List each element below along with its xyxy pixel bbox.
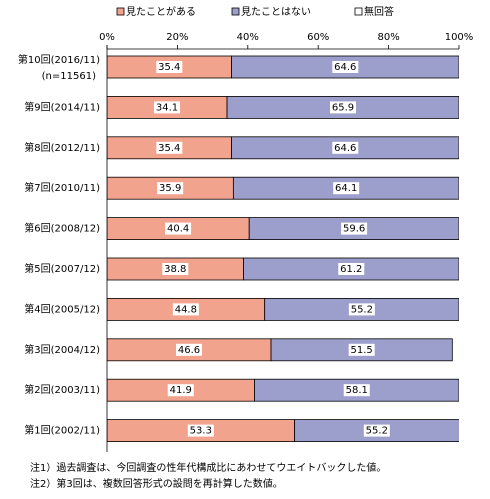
y-tick-label: 第3回(2004/12) xyxy=(24,343,100,356)
value-label: 65.9 xyxy=(332,102,354,113)
y-tick-label: 第7回(2010/11) xyxy=(24,181,100,194)
value-label-box xyxy=(187,424,214,437)
value-label: 55.2 xyxy=(351,304,373,315)
legend-swatch xyxy=(354,7,363,16)
value-label-box xyxy=(343,384,370,397)
legend-label: 見たことがある xyxy=(126,5,196,18)
value-label-box xyxy=(333,182,360,195)
bar-segment xyxy=(294,419,459,443)
value-label-box xyxy=(176,343,203,356)
value-label: 41.9 xyxy=(170,385,192,396)
legend-swatch xyxy=(116,7,125,16)
value-label-box xyxy=(165,222,192,235)
value-label-box xyxy=(330,101,357,114)
value-label-box xyxy=(332,141,359,154)
value-label-box xyxy=(332,61,359,73)
value-label-box xyxy=(162,263,189,275)
value-label: 46.6 xyxy=(178,345,200,356)
value-label: 59.6 xyxy=(343,224,365,235)
value-label: 55.2 xyxy=(366,426,388,437)
legend-swatch xyxy=(231,7,240,16)
x-tick-label: 100% xyxy=(445,32,474,43)
y-tick-note: (n=11561) xyxy=(42,71,96,82)
value-label-box xyxy=(172,303,199,316)
value-label: 35.4 xyxy=(158,62,180,73)
value-label-box xyxy=(157,182,184,195)
legend-label: 見たことはない xyxy=(241,6,311,18)
legend-label: 無回答 xyxy=(364,5,394,18)
value-label: 61.2 xyxy=(340,264,362,275)
y-tick-label: 第2回(2003/11) xyxy=(24,383,100,396)
x-tick-label: 0% xyxy=(99,32,115,43)
value-label-box xyxy=(338,263,365,275)
value-label: 35.9 xyxy=(159,183,181,194)
value-label: 38.8 xyxy=(164,264,186,275)
value-label: 40.4 xyxy=(167,224,189,235)
value-label-box xyxy=(348,303,375,316)
y-tick-label: 第1回(2002/11) xyxy=(24,424,100,437)
value-label: 53.3 xyxy=(190,426,212,437)
x-tick-label: 20% xyxy=(166,32,188,43)
x-tick-label: 60% xyxy=(307,32,329,43)
x-tick-label: 40% xyxy=(237,32,259,43)
value-label: 64.6 xyxy=(334,143,356,154)
value-label: 44.8 xyxy=(175,304,197,315)
value-label-box xyxy=(363,424,390,437)
plot-area xyxy=(107,55,459,443)
note: 注2）第3回は、複数回答形式の設問を再計算した数値。 xyxy=(30,477,283,490)
y-tick-label: 第10回(2016/11) xyxy=(18,53,100,66)
value-label: 58.1 xyxy=(346,385,368,396)
y-tick-label: 第8回(2012/11) xyxy=(24,141,100,154)
note: 注1）過去調査は、今回調査の性年代構成比にあわせてウエイトバックした値。 xyxy=(30,461,386,474)
value-label: 64.6 xyxy=(334,62,356,73)
value-label-box xyxy=(154,101,181,114)
y-tick-label: 第4回(2005/12) xyxy=(24,302,100,315)
value-label-box xyxy=(156,141,183,154)
value-label-box xyxy=(156,61,183,73)
y-tick-label: 第9回(2014/11) xyxy=(24,100,100,113)
x-tick-label: 80% xyxy=(377,32,399,43)
value-label: 64.1 xyxy=(335,183,357,194)
y-tick-label: 第5回(2007/12) xyxy=(24,262,100,275)
value-label-box xyxy=(348,343,375,356)
value-label-box xyxy=(167,384,194,397)
y-tick-label: 第6回(2008/12) xyxy=(24,222,100,235)
value-label: 34.1 xyxy=(156,102,178,113)
value-label: 51.5 xyxy=(351,345,373,356)
value-label: 35.4 xyxy=(158,143,180,154)
value-label-box xyxy=(341,222,368,235)
